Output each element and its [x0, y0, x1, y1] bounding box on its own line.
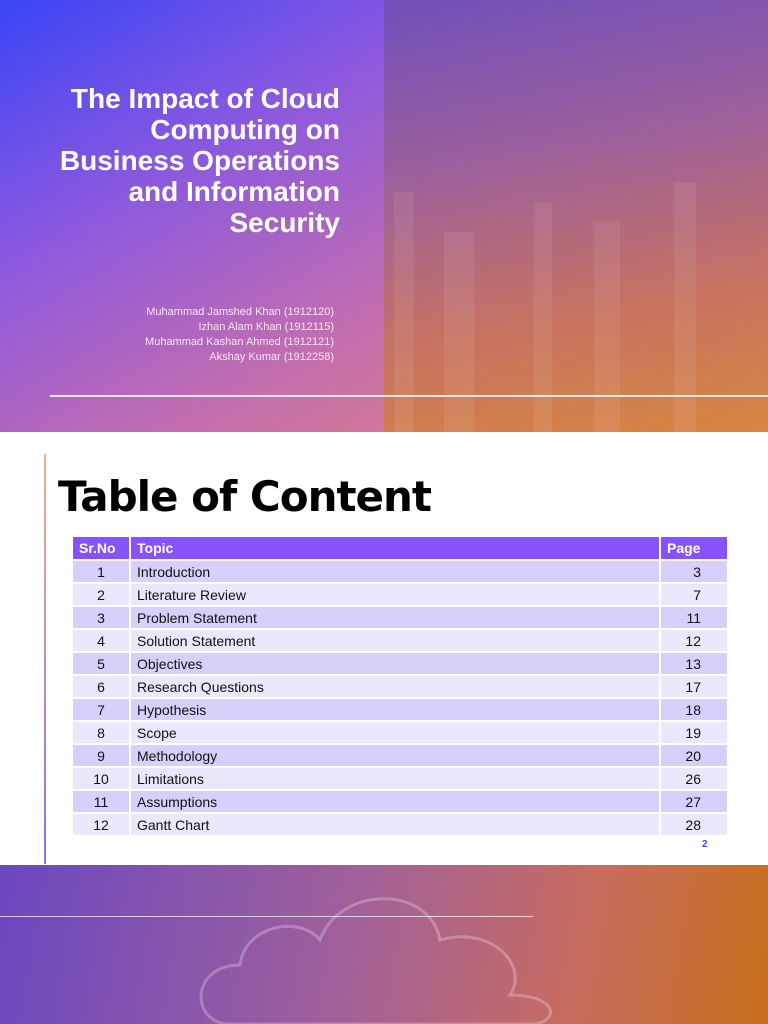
row-topic: Assumptions: [131, 791, 659, 812]
row-number: 5: [73, 653, 129, 674]
authors-list: Muhammad Jamshed Khan (1912120) Izhan Al…: [145, 305, 334, 365]
row-topic: Gantt Chart: [131, 814, 659, 835]
header-srno: Sr.No: [73, 537, 129, 559]
row-number: 2: [73, 584, 129, 605]
table-row: 11 Assumptions 27: [73, 791, 727, 812]
table-row: 10 Limitations 26: [73, 768, 727, 789]
author: Izhan Alam Khan (1912115): [198, 321, 334, 333]
row-topic: Methodology: [131, 745, 659, 766]
row-page: 13: [661, 653, 727, 674]
row-topic: Objectives: [131, 653, 659, 674]
table-row: 3 Problem Statement 11: [73, 607, 727, 628]
header-page: Page: [661, 537, 727, 559]
author: Muhammad Kashan Ahmed (1912121): [145, 336, 334, 348]
row-number: 10: [73, 768, 129, 789]
next-slide-preview: [0, 865, 768, 1024]
table-row: 6 Research Questions 17: [73, 676, 727, 697]
table-row: 4 Solution Statement 12: [73, 630, 727, 651]
row-topic: Research Questions: [131, 676, 659, 697]
row-topic: Problem Statement: [131, 607, 659, 628]
row-page: 27: [661, 791, 727, 812]
divider: [50, 395, 768, 397]
row-page: 28: [661, 814, 727, 835]
accent-bar: [44, 454, 46, 864]
row-page: 18: [661, 699, 727, 720]
row-number: 9: [73, 745, 129, 766]
table-row: 5 Objectives 13: [73, 653, 727, 674]
author: Akshay Kumar (1912258): [209, 351, 334, 363]
cloud-icon: [199, 897, 552, 1024]
row-number: 1: [73, 561, 129, 582]
toc-slide: Table of Content Sr.No Topic Page 1 Intro…: [0, 432, 768, 865]
table-row: 7 Hypothesis 18: [73, 699, 727, 720]
row-number: 6: [73, 676, 129, 697]
header-topic: Topic: [131, 537, 659, 559]
table-header: Sr.No Topic Page: [73, 537, 727, 559]
row-topic: Literature Review: [131, 584, 659, 605]
row-page: 20: [661, 745, 727, 766]
table-row: 12 Gantt Chart 28: [73, 814, 727, 835]
row-number: 8: [73, 722, 129, 743]
row-number: 12: [73, 814, 129, 835]
toc-title: Table of Content: [58, 472, 432, 521]
row-topic: Solution Statement: [131, 630, 659, 651]
row-page: 11: [661, 607, 727, 628]
table-row: 8 Scope 19: [73, 722, 727, 743]
row-page: 26: [661, 768, 727, 789]
row-topic: Hypothesis: [131, 699, 659, 720]
row-page: 12: [661, 630, 727, 651]
row-page: 7: [661, 584, 727, 605]
divider: [0, 916, 533, 917]
cover-slide: The Impact of Cloud Computing on Busines…: [0, 0, 768, 432]
presentation-title: The Impact of Cloud Computing on Busines…: [59, 83, 340, 238]
author: Muhammad Jamshed Khan (1912120): [146, 306, 334, 318]
row-topic: Introduction: [131, 561, 659, 582]
table-row: 2 Literature Review 7: [73, 584, 727, 605]
row-number: 7: [73, 699, 129, 720]
table-row: 9 Methodology 20: [73, 745, 727, 766]
row-topic: Scope: [131, 722, 659, 743]
row-number: 3: [73, 607, 129, 628]
toc-table: Sr.No Topic Page 1 Introduction 3 2 Literatu…: [71, 535, 729, 837]
page-number: 2: [702, 839, 708, 850]
table-row: 1 Introduction 3: [73, 561, 727, 582]
city-skyline-image: [384, 0, 768, 432]
row-page: 3: [661, 561, 727, 582]
row-number: 11: [73, 791, 129, 812]
row-topic: Limitations: [131, 768, 659, 789]
row-page: 17: [661, 676, 727, 697]
row-number: 4: [73, 630, 129, 651]
row-page: 19: [661, 722, 727, 743]
